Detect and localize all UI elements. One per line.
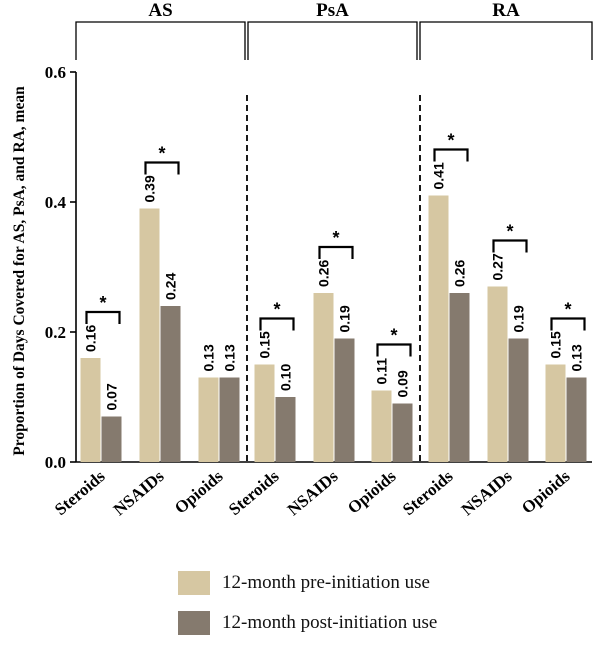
significance-bracket	[318, 245, 354, 259]
data-label-post: 0.13	[222, 344, 238, 371]
y-tick-label: 0.0	[45, 453, 66, 472]
x-tick-label: Steroids	[51, 466, 109, 519]
significance-bracket	[376, 343, 412, 357]
significance-bracket	[144, 161, 180, 175]
bar-post	[508, 338, 529, 462]
significance-marker: *	[390, 326, 397, 346]
group-bracket	[419, 21, 593, 60]
bar-pre	[254, 364, 275, 462]
bar-post	[219, 377, 240, 462]
bar-pre	[80, 358, 101, 462]
significance-marker: *	[447, 131, 454, 151]
data-label-post: 0.09	[395, 370, 411, 397]
data-label-pre: 0.16	[83, 325, 99, 352]
x-tick-label: Steroids	[399, 466, 457, 519]
y-tick-label: 0.4	[45, 193, 67, 212]
data-label-pre: 0.27	[490, 253, 506, 280]
data-label-pre: 0.26	[316, 260, 332, 287]
y-tick-label: 0.2	[45, 323, 66, 342]
x-tick-label: NSAIDs	[110, 466, 168, 519]
bar-pre	[428, 195, 449, 462]
legend: 12-month pre-initiation use 12-month pos…	[178, 568, 437, 648]
significance-marker: *	[564, 300, 571, 320]
data-label-post: 0.07	[104, 383, 120, 410]
data-label-post: 0.13	[569, 344, 585, 371]
significance-bracket	[492, 239, 528, 253]
data-label-post: 0.10	[278, 364, 294, 391]
legend-item-pre: 12-month pre-initiation use	[178, 568, 437, 598]
x-tick-label: Opioids	[518, 466, 574, 517]
bar-chart: 0.0 0.2 0.4 0.6 Proportion of Days Covered f…	[11, 0, 593, 519]
x-tick-label: NSAIDs	[284, 466, 342, 519]
bar-post	[392, 403, 413, 462]
bar-post	[566, 377, 587, 462]
bar-pre	[139, 208, 160, 462]
bar-post	[334, 338, 355, 462]
legend-label-post: 12-month post-initiation use	[222, 612, 438, 633]
significance-marker: *	[332, 228, 339, 248]
bar-post	[101, 416, 122, 462]
y-tick-label: 0.6	[45, 63, 66, 82]
data-label-post: 0.19	[337, 305, 353, 332]
significance-bracket	[85, 310, 121, 324]
bar-pre	[545, 364, 566, 462]
bar-pre	[198, 377, 219, 462]
significance-marker: *	[158, 144, 165, 164]
data-label-pre: 0.13	[201, 344, 217, 371]
significance-bracket	[259, 317, 295, 331]
significance-marker: *	[273, 300, 280, 320]
significance-marker: *	[99, 293, 106, 313]
data-label-post: 0.19	[511, 305, 527, 332]
group-bracket	[247, 21, 418, 60]
legend-swatch-post	[178, 611, 210, 635]
significance-bracket	[433, 148, 469, 162]
group-label: AS	[148, 0, 172, 21]
bar-pre	[371, 390, 392, 462]
x-tick-label: Steroids	[225, 466, 283, 519]
legend-item-post: 12-month post-initiation use	[178, 608, 437, 638]
significance-bracket	[550, 317, 586, 331]
data-label-pre: 0.11	[374, 358, 390, 385]
bar-post	[449, 293, 470, 462]
group-label: PsA	[316, 0, 349, 21]
x-tick-label: NSAIDs	[458, 466, 516, 519]
data-label-post: 0.24	[163, 273, 179, 300]
x-tick-label: Opioids	[171, 466, 227, 517]
significance-marker: *	[506, 222, 513, 242]
data-label-pre: 0.41	[431, 162, 447, 189]
data-label-post: 0.26	[452, 260, 468, 287]
group-label: RA	[492, 0, 520, 21]
data-label-pre: 0.39	[142, 175, 158, 202]
group-bracket	[75, 21, 246, 60]
y-axis-label: Proportion of Days Covered for AS, PsA, …	[11, 86, 28, 456]
bar-post	[275, 397, 296, 462]
legend-swatch-pre	[178, 571, 210, 595]
legend-label-pre: 12-month pre-initiation use	[222, 572, 430, 593]
data-label-pre: 0.15	[548, 331, 564, 358]
bar-pre	[487, 286, 508, 462]
data-label-pre: 0.15	[257, 331, 273, 358]
bar-pre	[313, 293, 334, 462]
bar-post	[160, 306, 181, 462]
x-tick-label: Opioids	[344, 466, 400, 517]
